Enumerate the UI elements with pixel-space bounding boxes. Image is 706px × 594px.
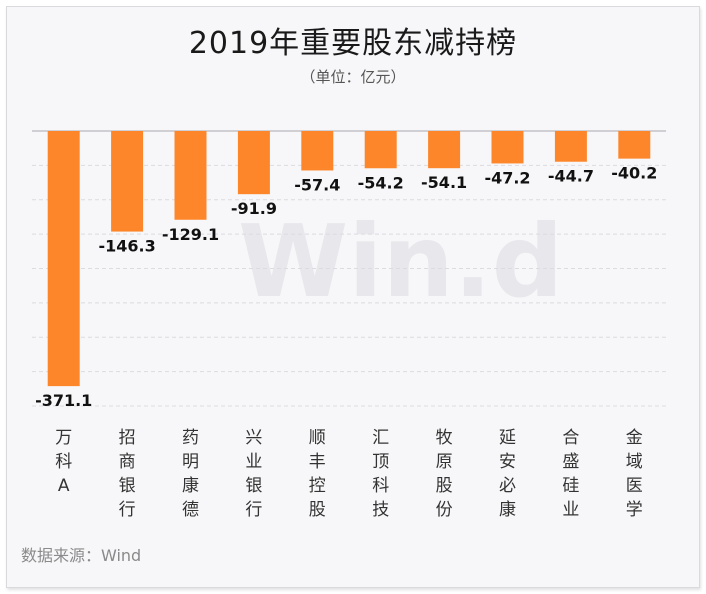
category-label: 合盛硅业: [562, 428, 579, 520]
bar: [364, 131, 397, 169]
category-label: 汇顶科技: [372, 428, 389, 520]
category-label: 招商银行: [119, 428, 136, 520]
category-labels: 万科 A 招商银行 药明康德 兴业银行 顺丰控股 汇顶科技 牧原股份 延安必康 合盛硅业 金域医学: [55, 428, 643, 520]
bar: [47, 131, 80, 387]
data-source: 数据来源：Wind: [21, 546, 142, 565]
bar: [428, 131, 461, 169]
bar: [554, 131, 587, 162]
data-label: -44.7: [548, 167, 594, 186]
data-labels: -371.1 -146.3 -129.1 -91.9 -57.4 -54.2 -54.1 -4…: [35, 164, 657, 410]
category-label: 牧原股份: [436, 428, 453, 520]
category-label: 万科 A: [55, 428, 72, 496]
bar: [111, 131, 144, 232]
bar: [618, 131, 651, 159]
bar: [491, 131, 524, 164]
chart-frame: [6, 6, 700, 588]
data-label: -129.1: [162, 225, 219, 244]
data-label: -91.9: [231, 199, 277, 218]
data-label: -146.3: [98, 237, 155, 256]
chart-title: 2019年重要股东减持榜: [188, 26, 518, 61]
chart-subtitle: （单位：亿元）: [300, 68, 406, 86]
bar: [237, 131, 270, 195]
data-label: -54.2: [358, 173, 404, 192]
bars: [47, 131, 651, 387]
data-label: -47.2: [484, 168, 530, 187]
data-label: -40.2: [611, 164, 657, 183]
data-label: -54.1: [421, 173, 467, 192]
category-label: 兴业银行: [245, 428, 262, 520]
bar: [174, 131, 207, 220]
data-label: -57.4: [294, 175, 340, 194]
category-label: 延安必康: [499, 428, 516, 520]
category-label: 药明康德: [182, 428, 199, 520]
watermark: Win.d: [238, 203, 563, 320]
category-label: 金域医学: [626, 428, 643, 520]
data-label: -371.1: [35, 391, 92, 410]
category-label: 顺丰控股: [309, 428, 326, 520]
bar: [301, 131, 334, 171]
